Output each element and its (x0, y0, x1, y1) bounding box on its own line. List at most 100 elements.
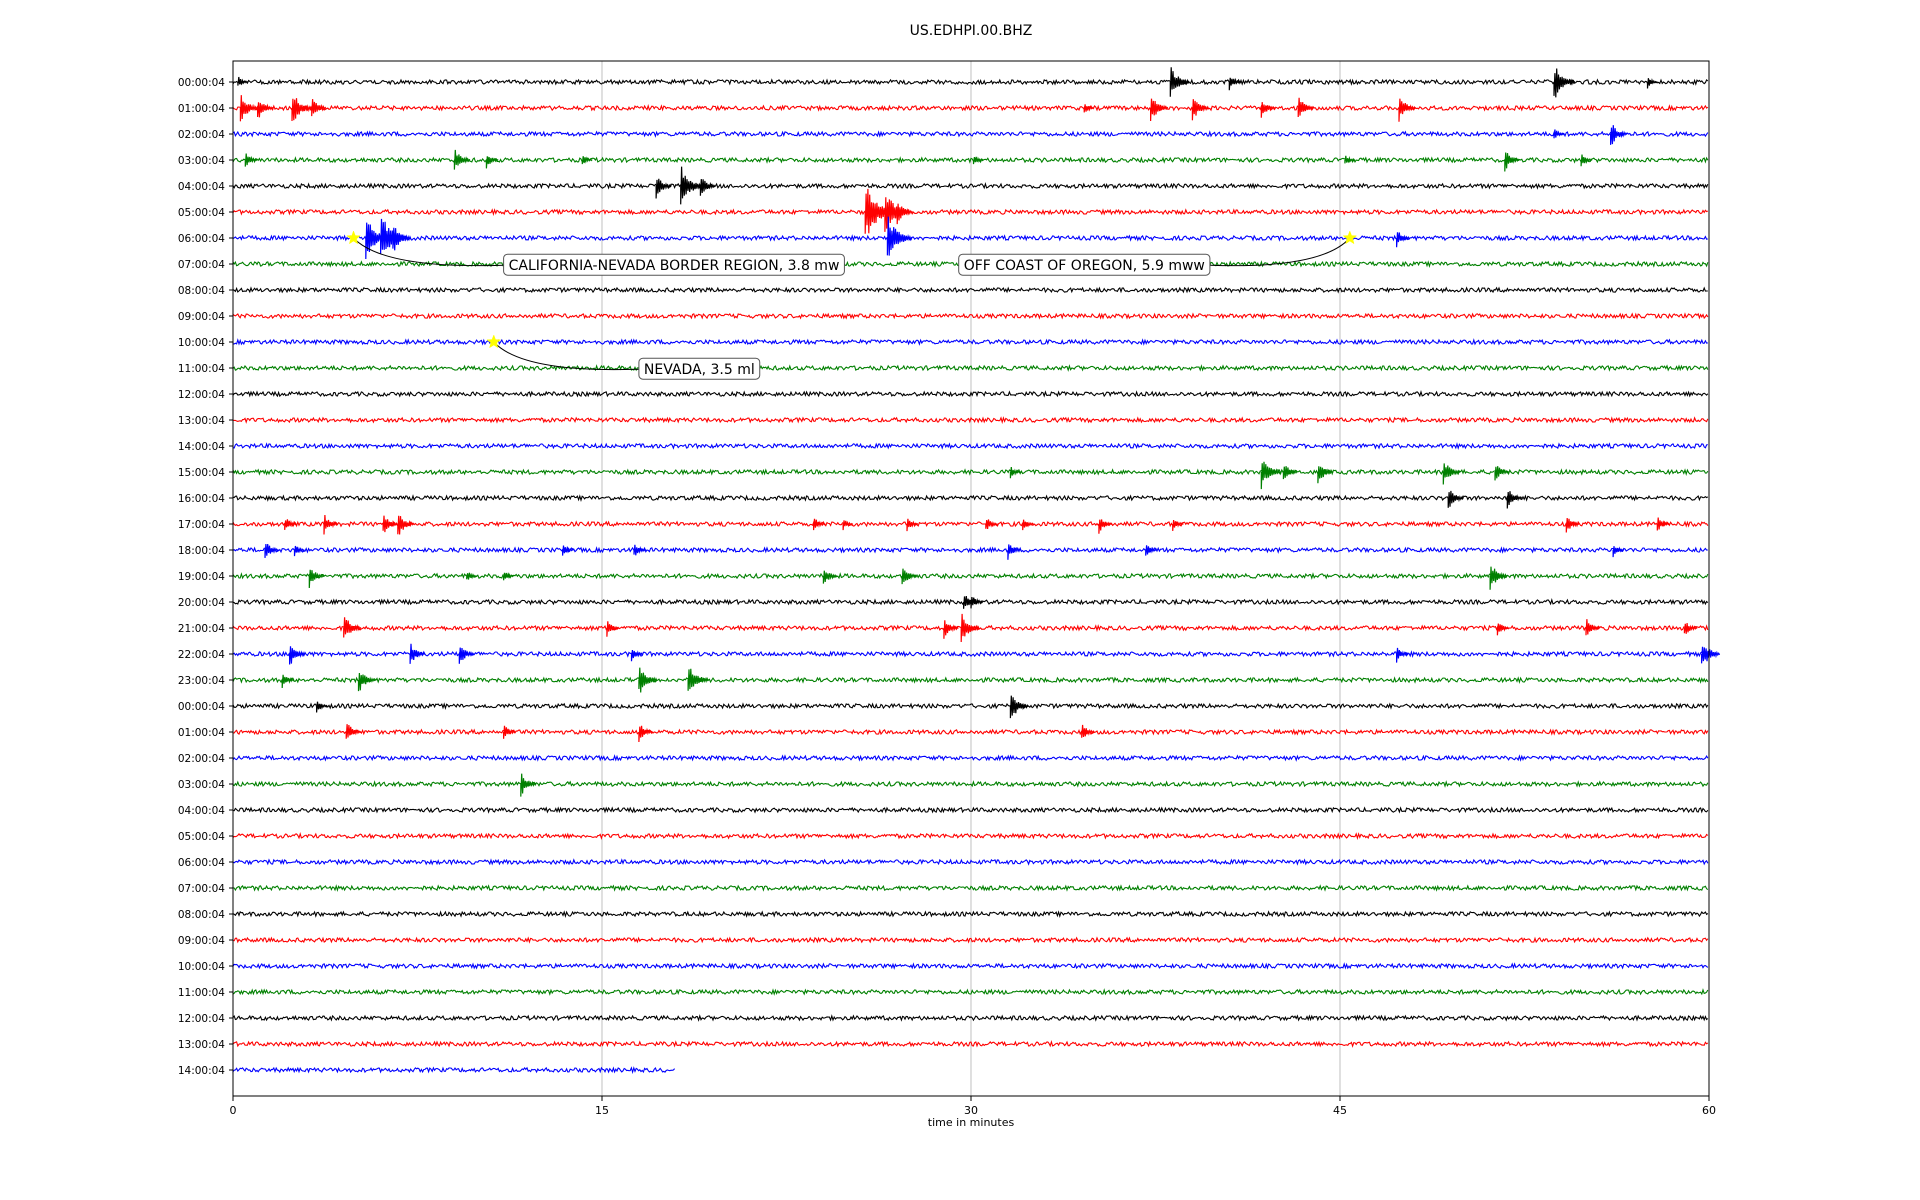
event-annotation: CALIFORNIA-NEVADA BORDER REGION, 3.8 mw (346, 230, 845, 276)
chart-title: US.EDHPI.00.BHZ (910, 23, 1033, 39)
trace-row (232, 566, 1709, 590)
trace-row (232, 613, 1709, 643)
event-star-marker (346, 230, 361, 245)
trace-baseline (232, 234, 1708, 242)
trace-baseline (232, 104, 1709, 112)
y-tick-label: 12:00:04 (178, 1013, 225, 1025)
y-tick-label: 17:00:04 (178, 519, 225, 531)
annotation-box (638, 357, 761, 380)
trace-event (397, 515, 415, 535)
trace-event (655, 178, 672, 199)
trace-event (680, 166, 704, 205)
y-tick-label: 03:00:04 (178, 155, 225, 167)
trace-event (1646, 78, 1658, 89)
trace-event (1585, 619, 1600, 636)
trace-event (943, 620, 959, 639)
trace-event (345, 724, 362, 739)
trace-event (520, 773, 537, 797)
trace-row (232, 216, 1708, 260)
trace-baseline (232, 181, 1709, 190)
trace-row (232, 695, 1709, 719)
trace-baseline (232, 520, 1709, 528)
x-tick-label-15: 15 (595, 1104, 609, 1117)
trace-row (232, 667, 1709, 693)
trace-row (232, 754, 1709, 762)
trace-event (1683, 622, 1698, 634)
trace-event (466, 572, 478, 580)
trace-baseline (232, 702, 1709, 710)
trace-row (232, 962, 1709, 970)
trace-baseline (232, 208, 1709, 217)
trace-row (232, 724, 1709, 743)
trace-baseline (232, 494, 1709, 502)
trace-baseline (232, 364, 1709, 372)
trace-event (638, 667, 658, 693)
trace-row (232, 416, 1709, 425)
x-tick-label-45: 45 (1333, 1104, 1347, 1117)
trace-event (1098, 519, 1112, 534)
trace-event (985, 519, 998, 529)
event-annotation: OFF COAST OF OREGON, 5.9 mww (958, 230, 1358, 276)
y-tick-label: 03:00:04 (178, 779, 225, 791)
trace-event (638, 725, 653, 743)
trace-row (232, 1039, 1709, 1048)
trace-event (257, 102, 274, 118)
trace-row (232, 286, 1708, 294)
trace-baseline (232, 1039, 1709, 1048)
annotation-box (958, 253, 1211, 276)
seismic-traces (232, 67, 1721, 1075)
trace-event (699, 179, 716, 196)
trace-row (232, 1014, 1709, 1022)
trace-baseline (232, 546, 1708, 554)
trace-event (485, 156, 499, 169)
trace-event (1580, 154, 1593, 167)
y-tick-label: 08:00:04 (178, 285, 225, 297)
y-tick-label: 16:00:04 (178, 493, 225, 505)
trace-event (562, 545, 574, 556)
trace-baseline (232, 728, 1709, 736)
trace-event (239, 95, 259, 122)
trace-event (1553, 129, 1565, 139)
trace-baseline (232, 650, 1709, 658)
x-tick-label-60: 60 (1702, 1104, 1716, 1117)
trace-event (1612, 546, 1625, 558)
trace-event (1504, 152, 1520, 172)
trace-event (630, 650, 644, 662)
trace-event (886, 216, 913, 256)
trace-baseline (232, 910, 1709, 919)
annotation-label: NEVADA, 3.5 ml (644, 362, 755, 378)
event-star-marker (1342, 230, 1358, 245)
trace-event (1489, 566, 1508, 590)
trace-baseline (232, 78, 1709, 86)
trace-event (291, 98, 313, 122)
trace-baseline (232, 936, 1709, 944)
trace-event (308, 569, 325, 589)
y-tick-label: 02:00:04 (178, 129, 225, 141)
annotation-box (503, 253, 845, 276)
trace-baseline (232, 156, 1709, 164)
x-axis-ticks: 0 15 30 45 60 (230, 1096, 1716, 1117)
event-star-marker (486, 334, 502, 349)
trace-row (232, 936, 1709, 944)
y-tick-label: 13:00:04 (178, 1039, 225, 1051)
trace-event (1145, 545, 1157, 556)
trace-baseline (232, 597, 1709, 606)
event-annotation: NEVADA, 3.5 ml (486, 334, 761, 380)
trace-event (289, 646, 306, 665)
trace-event (896, 203, 913, 225)
trace-event (1282, 466, 1298, 480)
trace-row (232, 595, 1709, 609)
trace-event (1228, 77, 1242, 91)
vertical-grid (601, 61, 1341, 1096)
annotation-label: OFF COAST OF OREGON, 5.9 mww (964, 258, 1205, 274)
y-tick-label: 00:00:04 (178, 701, 225, 713)
trace-row (232, 125, 1709, 145)
trace-event (284, 519, 297, 530)
trace-row (232, 338, 1708, 346)
y-tick-label: 04:00:04 (178, 181, 225, 193)
trace-event (906, 518, 919, 532)
trace-baseline (232, 572, 1709, 580)
y-tick-label: 22:00:04 (178, 649, 225, 661)
y-tick-label: 10:00:04 (178, 337, 225, 349)
